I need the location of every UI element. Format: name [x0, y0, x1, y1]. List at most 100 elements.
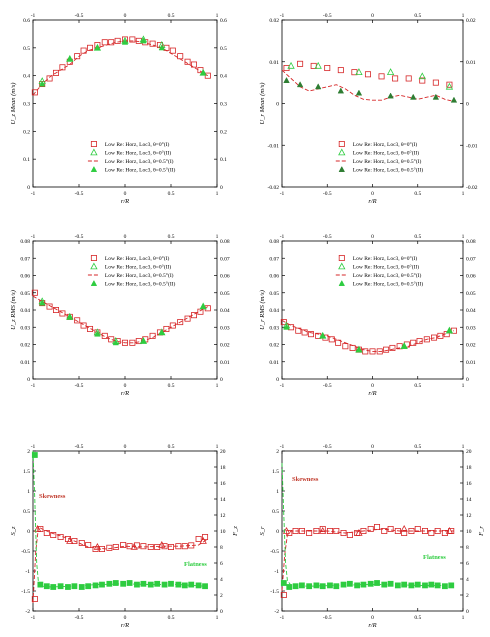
data-point	[432, 93, 440, 100]
chart-skewflat-z: -1 -1 -0.5 -0.5 0 0 0.5 0.5 1 1 -2 -1.5 -1 -0.5 0 0.5 1 1…	[10, 444, 239, 629]
y-tick-label: 0	[27, 185, 30, 191]
data-point	[134, 581, 140, 588]
x-tick-label-top: 1	[462, 13, 465, 19]
data-point	[333, 528, 340, 535]
data-point	[333, 583, 340, 590]
legend-marker	[90, 262, 98, 270]
y-tick-label: 0	[276, 377, 279, 383]
data-point	[355, 68, 363, 75]
series-line	[32, 40, 209, 96]
y2-tick-label: 6	[220, 561, 223, 567]
y2-tick-label: 0.04	[220, 308, 230, 314]
x-tick-label-top: 1	[216, 13, 219, 19]
data-point	[74, 317, 81, 324]
legend: Low Re: Horz, Loc3, θ=0°(I) Low Re: Horz,…	[87, 254, 175, 288]
data-point	[324, 65, 331, 72]
y2-tick-label: 0.06	[466, 274, 476, 280]
y2-tick-label: 0.02	[466, 343, 476, 349]
data-point	[158, 44, 166, 51]
data-point	[319, 526, 326, 533]
y-tick-label: 0.03	[269, 325, 279, 331]
x-tick-label-top: 0	[371, 13, 374, 19]
x-tick-label: 1	[216, 191, 219, 197]
x-tick-label: 0	[124, 191, 127, 197]
series-3	[38, 299, 207, 346]
y-tick-label: 0.5	[23, 509, 30, 515]
data-point	[448, 582, 455, 589]
x-axis-label: r/R	[368, 198, 376, 205]
data-point	[342, 343, 349, 350]
y2-tick-label: 0.3	[220, 102, 227, 108]
data-point	[367, 580, 374, 587]
data-point	[442, 583, 448, 590]
data-point	[414, 526, 421, 533]
data-point	[112, 544, 119, 551]
chart-umean: -1-1-0.5-0.5000.50.51100.10.20.30.40.50.…	[10, 13, 227, 205]
data-point	[199, 69, 207, 76]
data-point	[112, 339, 120, 346]
y-tick-label: 0	[27, 377, 30, 383]
x-tick-label-top: 0.5	[168, 234, 175, 240]
chart-urrms: -1-1-0.5-0.5000.50.51100.010.020.030.040…	[259, 234, 476, 397]
series-line	[281, 528, 454, 592]
data-point	[337, 87, 345, 94]
y2-tick-label: 12	[220, 513, 226, 519]
y2-tick-label: 18	[466, 465, 472, 471]
data-point	[59, 310, 66, 317]
data-point	[38, 299, 46, 306]
x-tick-label-top: 1	[462, 234, 465, 240]
y-tick-label: 0.05	[20, 291, 30, 297]
data-point	[154, 580, 161, 587]
legend-marker	[338, 165, 345, 172]
y-tick-label: 0.01	[269, 60, 279, 66]
x-tick-label: -1	[280, 191, 285, 197]
legend-label: Low Re: Horz, Loc3, θ=0°(I)	[105, 141, 170, 148]
y-tick-label: 0.02	[269, 343, 279, 349]
y2-tick-label: 0	[220, 377, 223, 383]
data-point	[184, 315, 191, 322]
y-tick-label: 0.02	[269, 18, 279, 24]
y2-tick-label: 0.02	[466, 18, 476, 24]
data-point	[283, 323, 290, 330]
legend-marker	[338, 262, 346, 270]
legend: Low Re: Horz, Loc3, θ=0°(I) Low Re: Horz,…	[335, 140, 423, 174]
y2-tick-label: 0.6	[220, 18, 227, 24]
data-point	[177, 319, 184, 326]
y2-tick-label: 4	[220, 577, 223, 583]
data-point	[66, 536, 74, 544]
y2-tick-label: 0	[466, 102, 469, 108]
y2-tick-label: 2	[466, 593, 469, 599]
data-point	[428, 530, 435, 537]
x-tick-label-top: -0.5	[323, 444, 332, 450]
y2-tick-label: 0.1	[220, 157, 227, 163]
legend-marker	[338, 140, 345, 147]
x-tick-label-top: -1	[280, 234, 285, 240]
x-tick-label-top: 0.5	[168, 13, 175, 19]
data-point	[126, 580, 133, 586]
data-point	[195, 536, 202, 543]
x-tick-label: 0	[371, 191, 374, 197]
y2-tick-label: -0.01	[466, 143, 478, 149]
series-line	[32, 450, 206, 588]
flatness-annotation: Flatness	[184, 561, 207, 568]
series-1	[287, 61, 454, 90]
y2-tick-label: 0.4	[220, 74, 227, 80]
data-point	[360, 528, 367, 535]
y-tick-label: -1	[25, 569, 30, 575]
legend-label: Low Re: Horz, Loc3, θ=0°(II)	[353, 150, 419, 157]
data-point	[446, 327, 453, 334]
data-point	[66, 55, 74, 62]
y-tick-label: 0.04	[20, 308, 30, 314]
x-tick-label-top: 1	[216, 234, 219, 240]
data-point	[346, 532, 353, 539]
x-tick-label: 0.5	[414, 615, 421, 621]
y2-tick-label: 0.5	[220, 46, 227, 52]
legend-marker	[338, 148, 346, 156]
data-point	[355, 528, 363, 536]
series-line	[281, 69, 455, 102]
data-point	[93, 542, 102, 550]
x-tick-label: -1	[280, 615, 285, 621]
y2-tick-label: 8	[466, 545, 469, 551]
data-point	[177, 53, 184, 60]
